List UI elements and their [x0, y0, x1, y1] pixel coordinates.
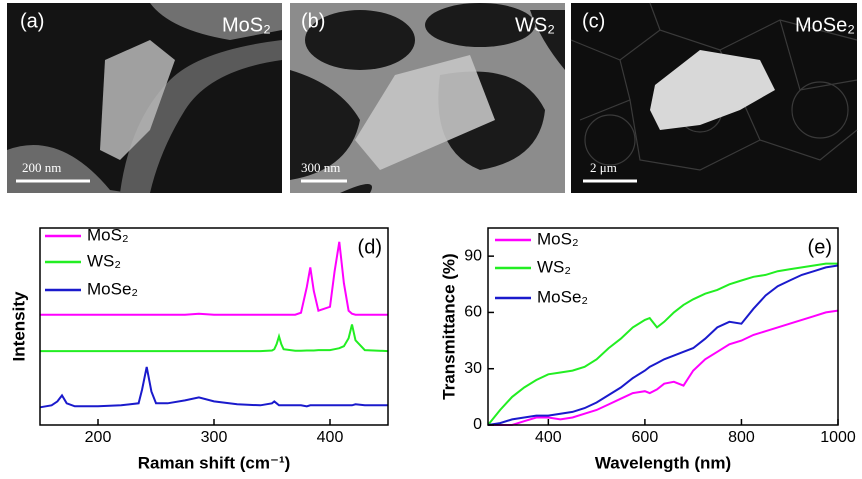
series-line [40, 367, 388, 407]
panel-label: (e) [808, 236, 832, 258]
panel-label: (b) [301, 10, 325, 32]
x-axis-label: Wavelength (nm) [595, 453, 731, 472]
x-tick-label: 300 [201, 429, 228, 446]
sem-image-c: (c) MoSe₂ 2 μm [571, 3, 857, 193]
scale-bar-label: 200 nm [22, 160, 61, 175]
y-axis-label: Intensity [9, 291, 28, 361]
panel-label: (d) [358, 236, 382, 258]
legend-label: MoS₂ [537, 229, 579, 248]
figure: (a) MoS₂ 200 nm (b) WS₂ 300 nm (c) MoSe₂… [0, 0, 862, 479]
panel-label: (a) [20, 10, 44, 32]
scale-bar-label: 2 μm [590, 160, 617, 175]
material-label: MoSe₂ [795, 14, 855, 36]
legend-label: MoSe₂ [537, 287, 588, 306]
x-tick-label: 1000 [820, 429, 856, 446]
y-tick-label: 90 [464, 247, 482, 264]
x-axis-label: Raman shift (cm⁻¹) [138, 453, 291, 472]
y-tick-label: 30 [464, 360, 482, 377]
scale-bar-label: 300 nm [301, 160, 340, 175]
x-tick-label: 400 [535, 429, 562, 446]
x-tick-label: 200 [85, 429, 112, 446]
series-line [488, 311, 838, 425]
series-line [40, 325, 388, 352]
sem-image-b: (b) WS₂ 300 nm [290, 3, 565, 193]
material-label: MoS₂ [222, 14, 271, 36]
sem-image-a: (a) MoS₂ 200 nm [7, 3, 282, 193]
x-tick-label: 800 [728, 429, 755, 446]
y-axis-label: Transmittance (%) [439, 253, 458, 399]
legend-label: WS₂ [537, 257, 571, 276]
y-tick-label: 0 [473, 416, 482, 433]
y-tick-label: 60 [464, 304, 482, 321]
legend-label: WS₂ [87, 251, 121, 270]
x-tick-label: 600 [632, 429, 659, 446]
material-label: WS₂ [515, 14, 555, 36]
panel-label: (c) [582, 10, 605, 32]
x-tick-label: 400 [317, 429, 344, 446]
legend-label: MoSe₂ [87, 279, 138, 298]
